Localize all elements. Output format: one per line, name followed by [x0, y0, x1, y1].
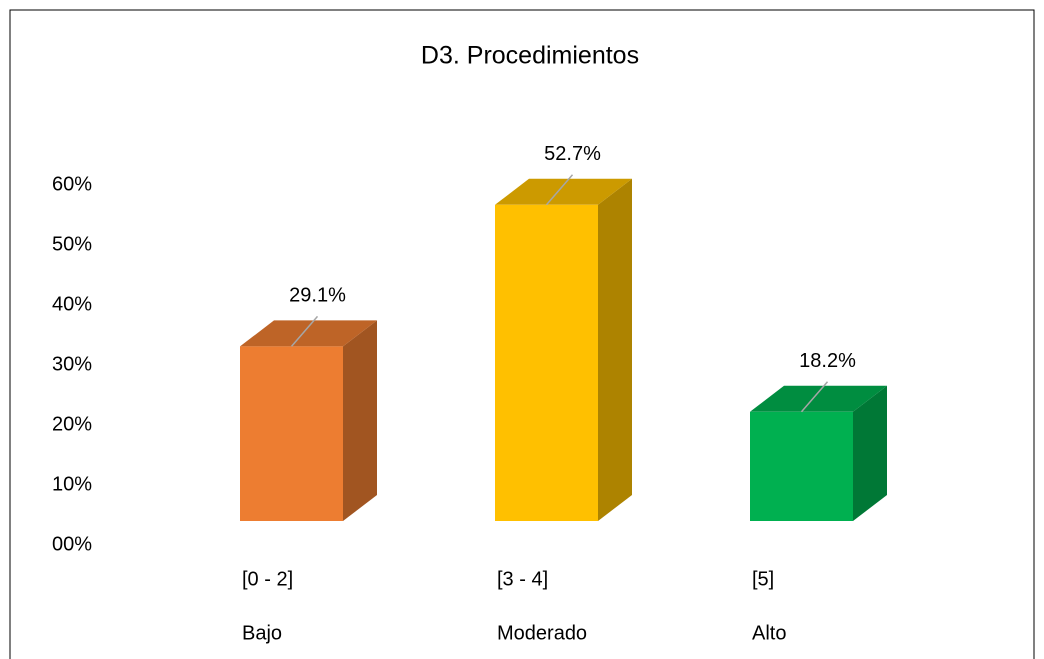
leader-line — [800, 381, 829, 413]
leader-line — [545, 174, 574, 206]
x-tick-label: Alto — [752, 622, 786, 644]
data-label: 29.1% — [289, 285, 346, 307]
data-label: 52.7% — [544, 143, 601, 165]
y-tick-label: 40% — [52, 293, 92, 315]
bar-side — [343, 320, 377, 521]
bar-side — [853, 385, 887, 521]
bar — [750, 411, 853, 521]
leader-line — [290, 315, 319, 347]
y-tick-label: 60% — [52, 173, 92, 195]
bar — [240, 346, 343, 521]
y-tick-label: 10% — [52, 473, 92, 495]
x-tick-label: [0 - 2] — [242, 568, 293, 590]
chart-title: D3. Procedimientos — [421, 42, 639, 70]
y-tick-label: 30% — [52, 353, 92, 375]
y-tick-label: 50% — [52, 233, 92, 255]
x-tick-label: Bajo — [242, 622, 282, 644]
x-tick-label: [3 - 4] — [497, 568, 548, 590]
bar-top — [240, 320, 377, 347]
bar-side — [598, 178, 632, 522]
bar-top — [495, 178, 632, 205]
x-tick-label: [5] — [752, 568, 774, 590]
data-label: 18.2% — [799, 350, 856, 372]
x-tick-label: Moderado — [497, 622, 587, 644]
y-tick-label: 20% — [52, 413, 92, 435]
bar — [495, 204, 598, 522]
bar-top — [750, 385, 887, 412]
y-tick-label: 00% — [52, 533, 92, 555]
